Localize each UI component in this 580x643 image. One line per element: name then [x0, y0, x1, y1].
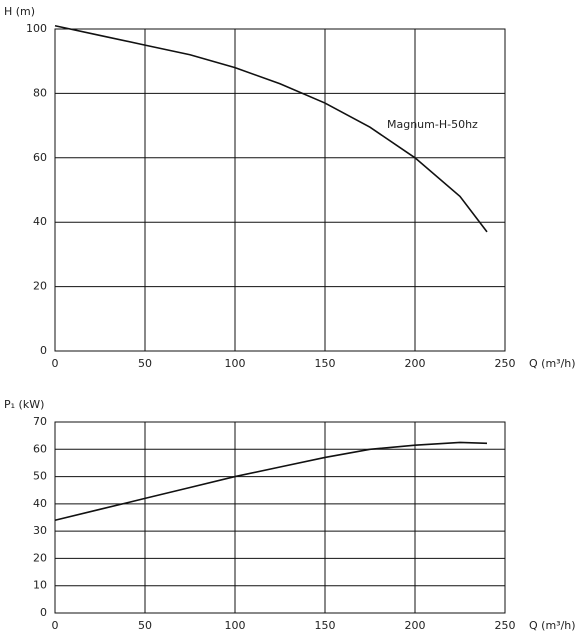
- y-tick-label: 60: [33, 442, 47, 455]
- y-tick-label: 100: [26, 22, 47, 35]
- y-tick-label: 10: [33, 579, 47, 592]
- y-tick-label: 80: [33, 86, 47, 99]
- y-tick-label: 60: [33, 151, 47, 164]
- x-tick-label: 250: [495, 357, 516, 370]
- y-axis-label: P₁ (kW): [4, 398, 44, 411]
- x-tick-label: 50: [138, 357, 152, 370]
- x-tick-label: 200: [405, 619, 426, 632]
- x-tick-label: 100: [225, 357, 246, 370]
- y-tick-label: 0: [40, 344, 47, 357]
- y-tick-label: 20: [33, 280, 47, 293]
- x-axis-label: Q (m³/h): [529, 619, 576, 632]
- x-tick-label: 0: [52, 357, 59, 370]
- x-tick-label: 150: [315, 619, 336, 632]
- x-tick-label: 50: [138, 619, 152, 632]
- x-tick-label: 100: [225, 619, 246, 632]
- series-line: [54, 24, 488, 233]
- y-tick-label: 50: [33, 470, 47, 483]
- plot-frame: [54, 28, 506, 352]
- y-tick-label: 70: [33, 415, 47, 428]
- series-label: Magnum-H-50hz: [387, 118, 478, 131]
- y-tick-label: 40: [33, 215, 47, 228]
- series-line: [54, 441, 488, 522]
- plot-frame: [54, 421, 506, 614]
- x-tick-label: 150: [315, 357, 336, 370]
- y-axis-label: H (m): [4, 5, 35, 18]
- x-axis-label: Q (m³/h): [529, 357, 576, 370]
- x-tick-label: 250: [495, 619, 516, 632]
- y-tick-label: 40: [33, 497, 47, 510]
- x-tick-label: 200: [405, 357, 426, 370]
- x-tick-label: 0: [52, 619, 59, 632]
- y-tick-label: 0: [40, 606, 47, 619]
- y-tick-label: 20: [33, 551, 47, 564]
- y-tick-label: 30: [33, 524, 47, 537]
